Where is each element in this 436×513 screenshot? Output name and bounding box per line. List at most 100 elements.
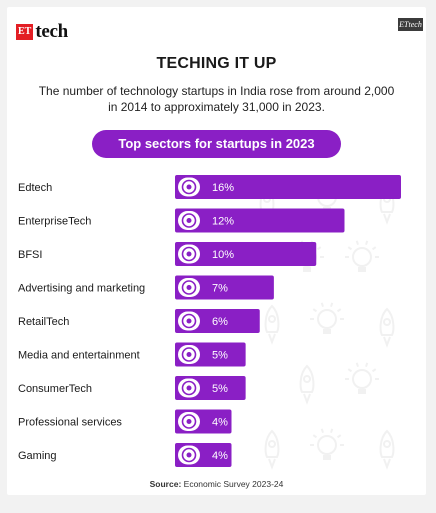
bulb-decor-icon — [345, 240, 379, 272]
icon-glyph-dot — [186, 285, 192, 290]
value-label: 4% — [212, 450, 228, 462]
brand-et: ET — [16, 24, 34, 40]
bulb-glass — [317, 309, 337, 329]
value-label: 12% — [212, 216, 234, 228]
bulb-ray — [347, 368, 353, 373]
brand-tech: tech — [35, 21, 68, 42]
rocket-decor-icon — [299, 364, 315, 405]
icon-glyph — [181, 179, 197, 195]
bulb-ray — [365, 362, 369, 367]
category-label: BFSI — [18, 249, 42, 261]
bulb-base — [358, 389, 366, 394]
category-label: Media and entertainment — [18, 350, 140, 362]
bulb-ray — [312, 434, 318, 439]
bulb-ray — [320, 302, 324, 307]
rocket-flame — [383, 213, 391, 225]
category-label: Gaming — [18, 450, 57, 462]
rocket-flame — [268, 458, 276, 470]
brand-logo[interactable]: ET tech — [16, 21, 68, 43]
rocket-window — [303, 375, 311, 383]
rocket-window — [268, 315, 276, 323]
source-label: Source: — [149, 479, 182, 489]
rocket-body — [379, 429, 395, 458]
bulb-ray — [330, 302, 334, 307]
bulb-glass — [317, 435, 337, 455]
bulb-decor-icon — [310, 428, 344, 460]
icon-glyph-dot — [186, 419, 192, 424]
icon-glyph — [181, 213, 197, 228]
rocket-flame — [303, 393, 311, 405]
rocket-body — [264, 429, 280, 458]
bulb-base — [323, 455, 331, 460]
rocket-body — [264, 304, 280, 333]
rocket-window — [383, 318, 391, 326]
icon-glyph-dot — [186, 452, 192, 458]
bulb-ray — [320, 428, 324, 433]
infographic-card: ET tech ETtech TECHING IT UP The number … — [7, 7, 426, 495]
rocket-flame — [268, 333, 276, 345]
bulb-ray — [371, 368, 377, 373]
bar — [175, 208, 345, 233]
page-subtitle: The number of technology startups in Ind… — [38, 84, 395, 114]
megaphone-icon — [178, 278, 200, 297]
bulb-ray — [355, 362, 359, 367]
bulb-base — [323, 329, 331, 334]
icon-glyph-dot — [186, 218, 192, 223]
bulb-ray — [336, 308, 342, 313]
value-label: 7% — [212, 283, 228, 295]
rocket-decor-icon — [379, 307, 395, 348]
category-label: Advertising and marketing — [18, 283, 145, 295]
icon-glyph-dot — [186, 352, 192, 357]
bulb-ray — [365, 240, 369, 245]
rocket-decor-icon — [379, 429, 395, 470]
rocket-window — [268, 440, 276, 448]
category-label: ConsumerTech — [18, 383, 92, 395]
rocket-body — [299, 364, 315, 393]
chart-title-pill: Top sectors for startups in 2023 — [92, 130, 341, 158]
icon-glyph — [181, 347, 197, 362]
source-text: Economic Survey 2023-24 — [183, 479, 284, 489]
graduation-icon — [178, 177, 200, 197]
bulb-decor-icon — [310, 302, 344, 334]
store-icon — [178, 311, 200, 331]
bulb-ray — [371, 246, 377, 251]
bulb-ray — [312, 308, 318, 313]
icon-glyph — [181, 280, 197, 295]
bulb-ray — [347, 246, 353, 251]
bulb-ray — [336, 434, 342, 439]
category-label: RetailTech — [18, 316, 69, 328]
category-label: EnterpriseTech — [18, 216, 91, 228]
bar — [175, 242, 317, 266]
rocket-body — [379, 307, 395, 336]
bar — [175, 175, 401, 199]
icon-glyph — [181, 246, 197, 262]
bulb-base — [358, 267, 366, 272]
value-label: 10% — [212, 249, 234, 261]
bar-chart: Edtech 16% EnterpriseTech 12% BFSI 10% Adverti… — [18, 175, 401, 470]
bulb-ray — [316, 246, 322, 251]
rocket-decor-icon — [264, 429, 280, 470]
ettech-badge: ETtech — [398, 18, 423, 31]
network-icon — [178, 412, 200, 431]
value-label: 4% — [212, 417, 228, 429]
bank-icon — [178, 244, 200, 264]
icon-glyph-dot — [186, 318, 192, 324]
icon-glyph-dot — [186, 251, 192, 257]
icon-glyph-dot — [186, 385, 192, 391]
category-label: Edtech — [18, 182, 52, 194]
rocket-window — [383, 440, 391, 448]
value-label: 5% — [212, 383, 228, 395]
rocket-flame — [383, 336, 391, 348]
gamepad-icon — [178, 445, 200, 465]
bulb-ray — [355, 240, 359, 245]
bulb-ray — [330, 428, 334, 433]
bulb-decor-icon — [345, 362, 379, 394]
page-title: TECHING IT UP — [156, 55, 277, 72]
bar — [175, 275, 274, 300]
bulb-glass — [352, 247, 372, 267]
icon-glyph-dot — [186, 184, 192, 190]
source-note: Source: Economic Survey 2023-24 — [7, 479, 426, 489]
icon-glyph — [181, 380, 197, 396]
value-label: 6% — [212, 316, 228, 328]
bulb-base — [303, 267, 311, 272]
